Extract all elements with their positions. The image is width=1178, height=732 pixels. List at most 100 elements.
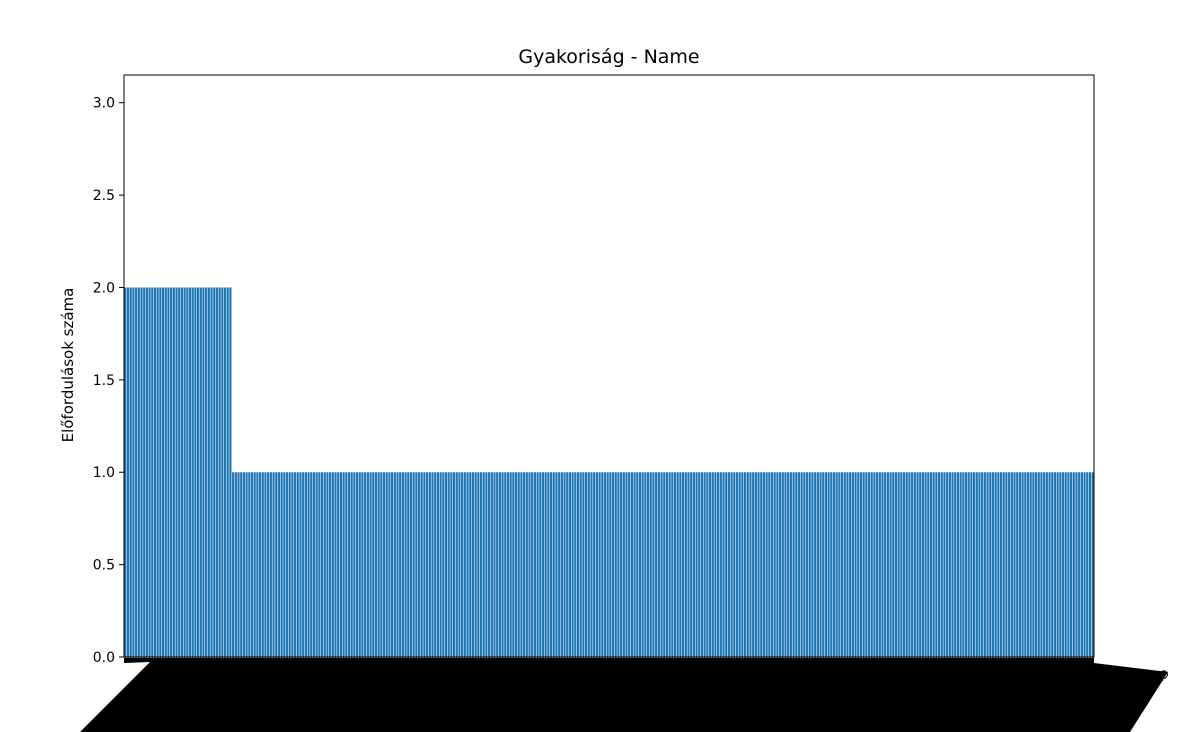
bar: [951, 472, 954, 657]
bar: [1005, 472, 1008, 657]
bar: [832, 472, 836, 657]
bar: [846, 472, 849, 657]
bar: [730, 472, 733, 657]
bar: [409, 472, 413, 657]
bar: [668, 472, 671, 657]
bar: [889, 472, 892, 657]
bar: [215, 287, 219, 657]
bar: [302, 472, 305, 657]
bar: [973, 472, 976, 657]
bar: [482, 472, 485, 657]
bar: [547, 472, 550, 657]
bar: [1016, 472, 1019, 657]
bar: [442, 472, 445, 657]
bar: [353, 472, 356, 657]
bar: [1013, 472, 1016, 657]
bar: [210, 287, 213, 657]
bar: [245, 472, 248, 657]
bar: [954, 472, 957, 657]
bar: [385, 472, 388, 657]
bar: [574, 472, 577, 657]
bar: [679, 472, 682, 657]
bar: [275, 472, 278, 657]
bar: [894, 472, 898, 657]
bar: [452, 472, 456, 657]
bar: [773, 472, 776, 657]
x-ticks-group: [80, 657, 1168, 732]
bar: [232, 472, 235, 657]
bar: [461, 472, 464, 657]
bar: [523, 472, 526, 657]
bar: [549, 472, 553, 657]
bar: [959, 472, 962, 657]
bar: [975, 472, 978, 657]
bar: [598, 472, 601, 657]
bar: [267, 472, 270, 657]
bar: [878, 472, 881, 657]
bar: [601, 472, 604, 657]
bar: [434, 472, 437, 657]
bar: [576, 472, 580, 657]
bar: [485, 472, 488, 657]
bar: [983, 472, 986, 657]
bar: [488, 472, 491, 657]
bar: [646, 472, 650, 657]
bar: [337, 472, 340, 657]
bar: [784, 472, 787, 657]
bar: [474, 472, 477, 657]
bar: [350, 472, 353, 657]
bar: [533, 472, 536, 657]
bar: [1059, 472, 1062, 657]
bar: [374, 472, 378, 657]
bar: [124, 287, 127, 657]
bar: [660, 472, 663, 657]
bar: [137, 287, 140, 657]
bar: [754, 472, 757, 657]
bar: [714, 472, 717, 657]
bar: [479, 472, 483, 657]
bar: [291, 472, 294, 657]
bar: [862, 472, 865, 657]
bar: [956, 472, 960, 657]
bar: [172, 287, 175, 657]
bar: [188, 287, 192, 657]
bar: [183, 287, 186, 657]
bar: [552, 472, 555, 657]
bar: [345, 472, 348, 657]
y-tick-label: 3.0: [93, 96, 115, 112]
bar: [1086, 472, 1089, 657]
bar: [175, 287, 178, 657]
bar: [999, 472, 1003, 657]
bar: [455, 472, 458, 657]
bar: [735, 472, 739, 657]
bar: [234, 472, 237, 657]
bar: [571, 472, 574, 657]
bar: [531, 472, 534, 657]
bar: [762, 472, 766, 657]
bar: [900, 472, 903, 657]
bar: [1002, 472, 1005, 657]
bar: [873, 472, 876, 657]
bar: [393, 472, 396, 657]
bar: [1083, 472, 1086, 657]
bar: [261, 472, 264, 657]
bar: [226, 287, 229, 657]
bar: [644, 472, 647, 657]
bar: [501, 472, 504, 657]
bar: [606, 472, 609, 657]
bar: [682, 472, 685, 657]
bar: [1045, 472, 1048, 657]
bar: [366, 472, 369, 657]
bar: [555, 472, 558, 657]
bar: [153, 287, 157, 657]
bar: [280, 472, 283, 657]
bar: [288, 472, 291, 657]
bar: [1026, 472, 1030, 657]
bar: [641, 472, 644, 657]
bar: [382, 472, 386, 657]
bar: [849, 472, 852, 657]
bar: [512, 472, 515, 657]
bar: [544, 472, 547, 657]
x-tick-labels-overlap: [80, 658, 1168, 732]
bar: [717, 472, 720, 657]
